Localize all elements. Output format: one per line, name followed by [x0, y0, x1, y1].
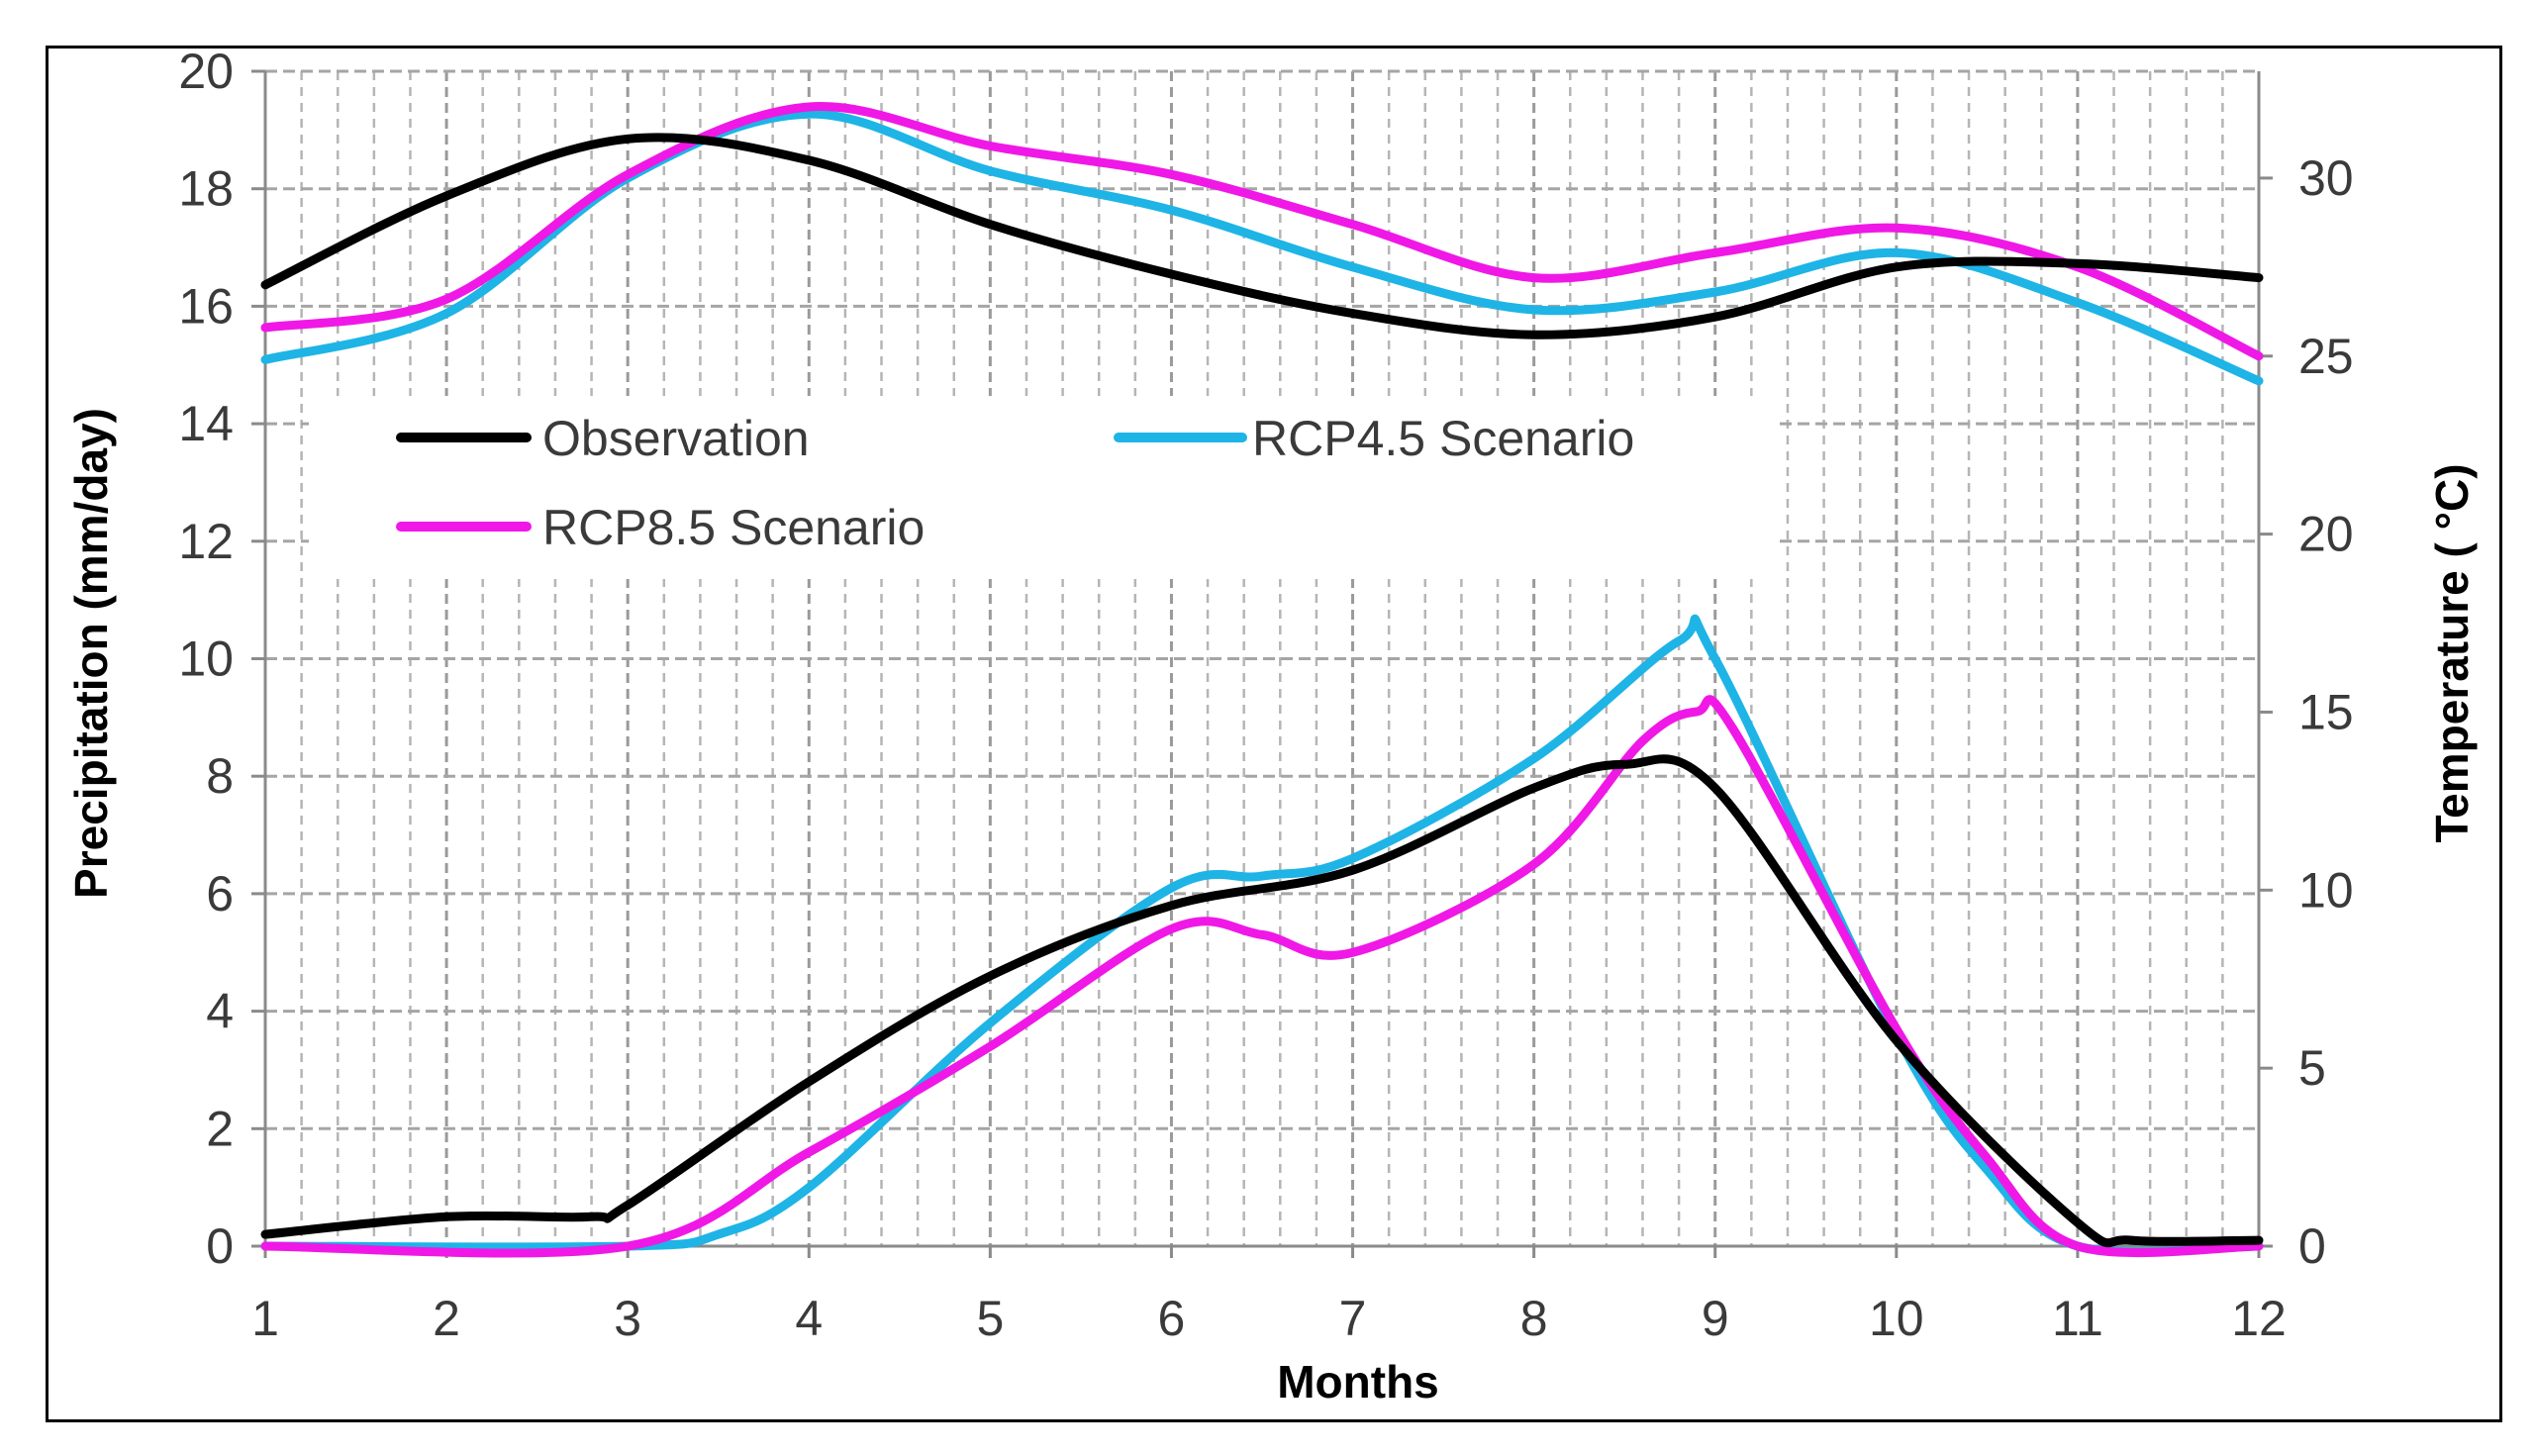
x-tick-label: 4: [795, 1291, 823, 1346]
y-left-tick-label: 20: [178, 44, 234, 99]
y-left-tick-label: 10: [178, 631, 234, 687]
precipitation-line-rcp8-5-scenario: [260, 695, 2264, 1258]
x-axis-title: Months: [1277, 1356, 1439, 1407]
y-left-tick-label: 8: [206, 748, 234, 804]
y-right-tick-label: 20: [2298, 507, 2354, 562]
x-tick-label: 10: [1869, 1291, 1924, 1346]
x-tick-label: 1: [251, 1291, 279, 1346]
y-left-tick-label: 16: [178, 278, 234, 334]
x-tick-label: 9: [1702, 1291, 1729, 1346]
x-tick-label: 6: [1158, 1291, 1186, 1346]
legend-label-rcp45: RCP4.5 Scenario: [1252, 411, 1634, 466]
y-left-tick-label: 2: [206, 1101, 234, 1156]
precipitation-line-observation: [260, 754, 2264, 1248]
y-right-tick-label: 0: [2298, 1218, 2326, 1274]
legend-label-observation: Observation: [542, 411, 810, 466]
y-left-tick-label: 4: [206, 984, 234, 1039]
temperature-line-observation: [260, 133, 2264, 340]
y-right-tick-label: 5: [2298, 1040, 2326, 1096]
legend-background: [309, 396, 1774, 579]
temperature-line-rcp8-5-scenario: [260, 102, 2264, 361]
legend-label-rcp85: RCP8.5 Scenario: [542, 500, 925, 555]
y-left-tick-label: 0: [206, 1218, 234, 1274]
grid: [251, 69, 2273, 1258]
x-tick-label: 8: [1520, 1291, 1548, 1346]
y-axis-left-title: Precipitation (mm/day): [65, 408, 117, 899]
y-left-tick-label: 14: [178, 396, 234, 451]
x-tick-label: 12: [2231, 1291, 2287, 1346]
y-left-tick-label: 18: [178, 161, 234, 217]
y-left-tick-label: 6: [206, 866, 234, 922]
precipitation-line-rcp4-5-scenario: [260, 614, 2264, 1257]
y-right-tick-label: 25: [2298, 329, 2354, 384]
y-right-tick-label: 30: [2298, 150, 2354, 206]
series-group: [260, 102, 2264, 1258]
x-tick-label: 5: [976, 1291, 1004, 1346]
y-right-tick-label: 15: [2298, 684, 2354, 739]
x-tick-label: 7: [1339, 1291, 1367, 1346]
tick-labels: 1 2 3 4 5 6 7 8 9 10 11 120246810121416182005101520…: [178, 44, 2353, 1346]
y-left-tick-label: 12: [178, 514, 234, 569]
x-tick-label: 2: [433, 1291, 460, 1346]
x-tick-label: 11: [2052, 1291, 2103, 1346]
x-tick-label: 3: [614, 1291, 641, 1346]
y-axis-right-title: Temperature ( °C): [2426, 463, 2478, 842]
y-right-tick-label: 10: [2298, 862, 2354, 918]
legend: Observation RCP4.5 Scenario RCP8.5 Scena…: [309, 396, 1774, 579]
